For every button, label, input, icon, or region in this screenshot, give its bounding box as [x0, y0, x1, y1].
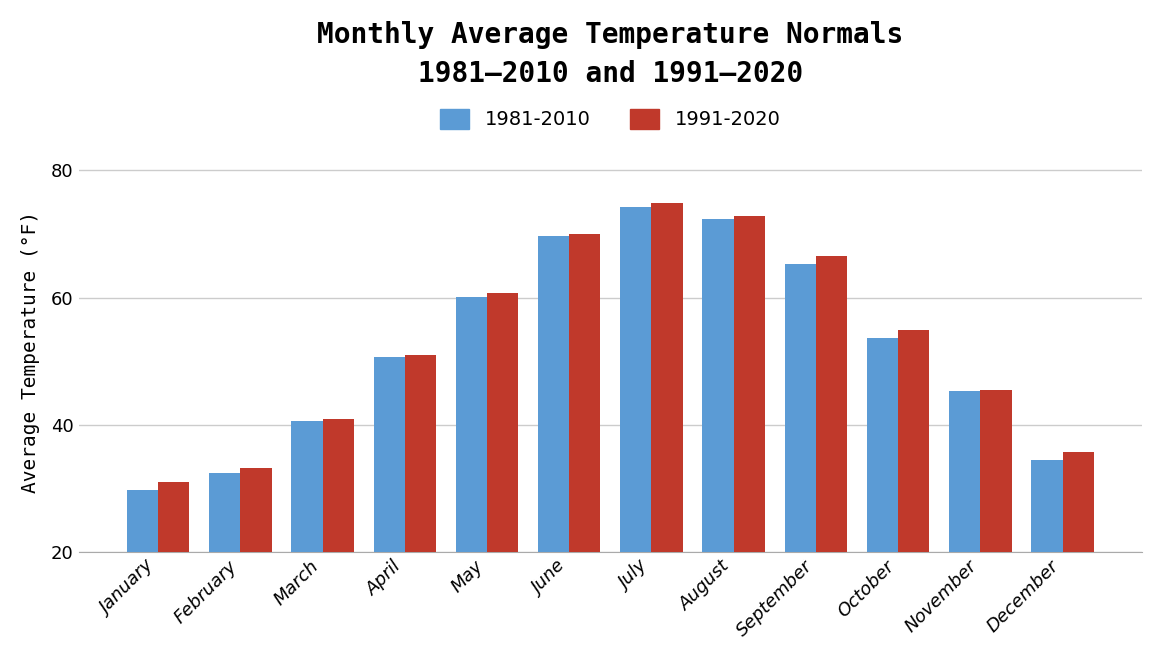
Bar — [1032, 460, 1063, 661]
Bar — [569, 234, 600, 661]
Bar — [241, 467, 272, 661]
Y-axis label: Average Temperature (°F): Average Temperature (°F) — [21, 211, 40, 493]
Bar — [1063, 452, 1094, 661]
Bar — [456, 297, 487, 661]
Bar — [620, 208, 651, 661]
Bar — [127, 490, 158, 661]
Bar — [487, 293, 519, 661]
Bar — [322, 418, 354, 661]
Bar — [898, 330, 929, 661]
Bar — [816, 256, 847, 661]
Legend: 1981-2010, 1991-2020: 1981-2010, 1991-2020 — [441, 109, 780, 130]
Bar — [866, 338, 898, 661]
Bar — [538, 236, 569, 661]
Bar — [209, 473, 241, 661]
Bar — [980, 390, 1012, 661]
Bar — [785, 264, 816, 661]
Bar — [292, 420, 322, 661]
Bar — [651, 204, 683, 661]
Title: Monthly Average Temperature Normals
1981–2010 and 1991–2020: Monthly Average Temperature Normals 1981… — [317, 21, 904, 88]
Bar — [158, 483, 190, 661]
Bar — [734, 216, 765, 661]
Bar — [702, 219, 734, 661]
Bar — [373, 357, 405, 661]
Bar — [949, 391, 980, 661]
Bar — [405, 355, 436, 661]
